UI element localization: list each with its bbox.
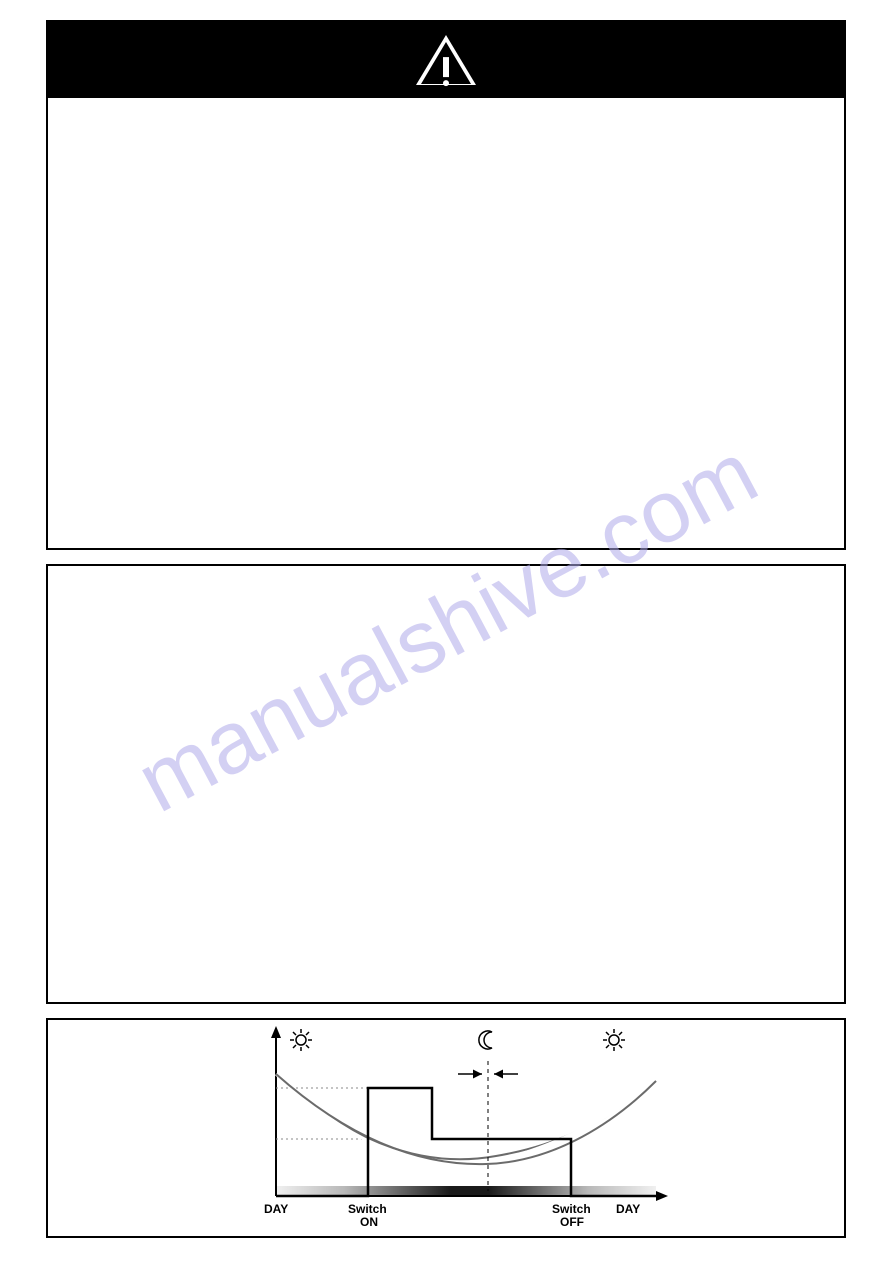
exclamation-icon: [443, 57, 449, 86]
content-box-empty: [46, 564, 846, 1004]
warning-box: [46, 20, 846, 550]
chart-svg: [216, 1026, 676, 1231]
x-label-day-left: DAY: [264, 1202, 288, 1216]
warning-banner: [48, 22, 844, 98]
step-line: [276, 1088, 656, 1196]
moon-icon: [479, 1031, 492, 1049]
y-axis-arrow: [271, 1026, 281, 1038]
day-night-gradient: [276, 1186, 656, 1196]
day-night-switch-chart: DAY Switch ON Switch OFF DAY: [216, 1026, 676, 1231]
chart-box: DAY Switch ON Switch OFF DAY: [46, 1018, 846, 1238]
x-label-day-right: DAY: [616, 1202, 640, 1216]
x-label-switch-on-1: Switch: [348, 1202, 387, 1216]
sun-left-icon: [290, 1029, 312, 1051]
x-label-switch-off-2: OFF: [560, 1215, 584, 1229]
x-axis-arrow: [656, 1191, 668, 1201]
x-label-switch-off-1: Switch: [552, 1202, 591, 1216]
x-label-switch-on-2: ON: [360, 1215, 378, 1229]
sun-right-icon: [603, 1029, 625, 1051]
